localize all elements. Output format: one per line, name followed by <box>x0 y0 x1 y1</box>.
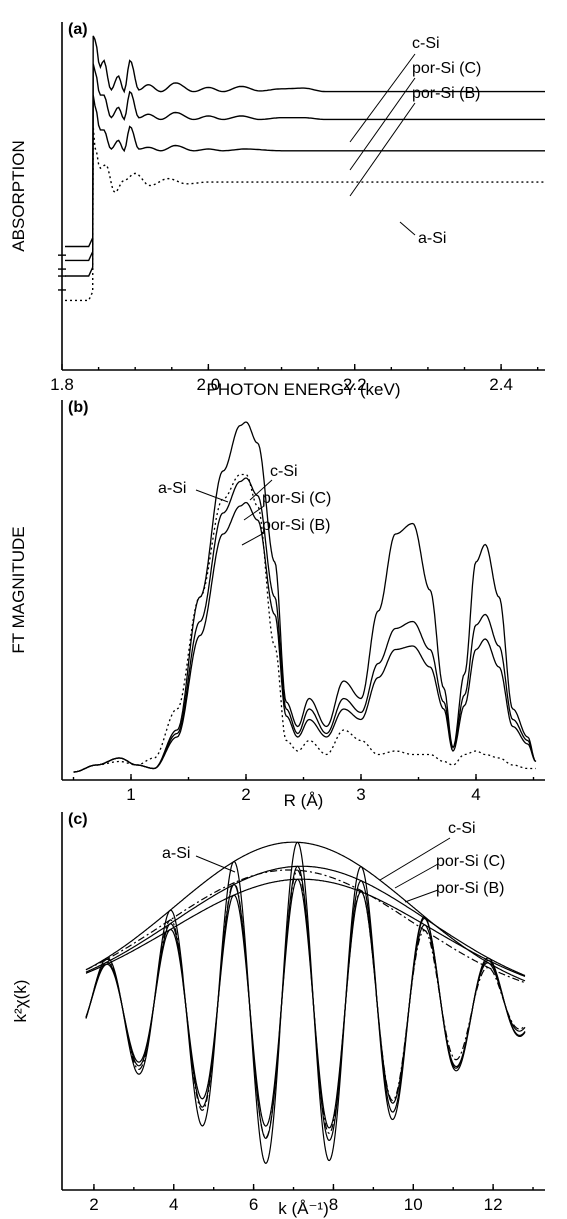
x-axis-label: R (Å) <box>284 791 324 810</box>
series-label: c-Si <box>270 463 298 480</box>
series-line <box>85 869 526 1139</box>
series-label: por-Si (B) <box>436 880 504 897</box>
series-leader-line <box>195 855 236 873</box>
series-label: a-Si <box>418 230 446 247</box>
series-leader-line <box>349 53 416 143</box>
x-tick-label: 2.4 <box>489 375 513 394</box>
panel-a: 1.8 2.0 2.2 2.4 PHOTON ENERGY (keV) ABSORPTIO… <box>9 21 545 399</box>
series-line <box>65 94 545 277</box>
x-tick-label: 2 <box>89 1195 98 1214</box>
x-tick-label: 4 <box>169 1195 178 1214</box>
series-label: c-Si <box>448 820 476 837</box>
series-label: por-Si (C) <box>436 853 505 870</box>
series-label: por-Si (B) <box>412 85 480 102</box>
series-label: a-Si <box>158 480 186 497</box>
series-leader-line <box>241 532 265 546</box>
x-tick-label: 8 <box>329 1195 338 1214</box>
series-label: c-Si <box>412 35 440 52</box>
x-tick-label: 1.8 <box>50 375 74 394</box>
series-line <box>65 63 545 262</box>
series-label: por-Si (B) <box>262 517 330 534</box>
y-axis-label: ABSORPTION <box>9 140 28 251</box>
series-leader-line <box>195 489 229 503</box>
panel-label: (b) <box>68 399 88 416</box>
series-line <box>65 126 545 302</box>
x-tick-label: 12 <box>484 1195 503 1214</box>
series-envelope <box>85 878 526 977</box>
x-tick-label: 4 <box>471 785 480 804</box>
series-leader-line <box>399 221 416 236</box>
series-label: a-Si <box>162 845 190 862</box>
x-axis-label: PHOTON ENERGY (keV) <box>207 380 401 399</box>
series-leader-line <box>243 505 265 521</box>
series-leader-line <box>404 889 439 903</box>
series-line <box>73 473 536 773</box>
series-label: por-Si (C) <box>412 60 481 77</box>
x-tick-label: 6 <box>249 1195 258 1214</box>
x-tick-label: 2.0 <box>197 375 221 394</box>
series-leader-line <box>379 837 451 881</box>
series-line <box>65 35 545 248</box>
series-leader-line <box>249 479 273 501</box>
series-envelope <box>85 865 526 977</box>
x-axis-label: k (Å⁻¹) <box>278 1199 329 1218</box>
series-label: por-Si (C) <box>262 490 331 507</box>
x-tick-label: 3 <box>356 785 365 804</box>
series-leader-line <box>349 102 416 197</box>
panel-label: (a) <box>68 21 88 38</box>
series-line <box>73 501 537 773</box>
series-line <box>85 878 526 1129</box>
series-envelope <box>85 841 526 982</box>
x-tick-label: 2.2 <box>343 375 367 394</box>
x-tick-label: 2 <box>241 785 250 804</box>
series-leader-line <box>349 77 416 171</box>
panel-label: (c) <box>68 811 88 828</box>
panel-b: 1 2 3 4 R (Å) FT MAGNITUDE (b) a-Si c-Si por-Si (… <box>9 399 545 810</box>
y-axis-label: FT MAGNITUDE <box>9 526 28 653</box>
x-tick-label: 1 <box>126 785 135 804</box>
x-tick-label: 10 <box>404 1195 423 1214</box>
panel-c: 2 4 6 8 10 12 k (Å⁻¹) k²χ(k) (c) c-Si por-Si (C) po… <box>11 811 545 1218</box>
series-line <box>85 865 526 1142</box>
series-envelope <box>85 869 526 984</box>
y-axis-label: k²χ(k) <box>11 980 30 1023</box>
series-leader-line <box>394 863 439 889</box>
